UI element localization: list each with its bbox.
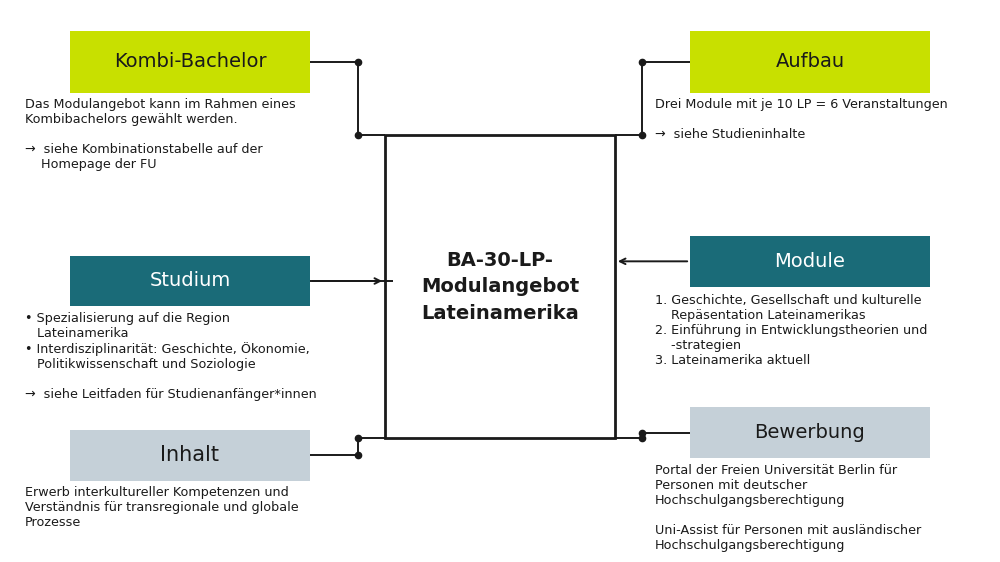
Bar	[690, 31, 930, 93]
Text: Kombi-Bachelor: Kombi-Bachelor	[114, 52, 266, 71]
Text: Bewerbung: Bewerbung	[755, 423, 865, 442]
Bar	[70, 256, 310, 306]
Text: Module: Module	[775, 252, 845, 271]
Text: Inhalt: Inhalt	[160, 445, 220, 465]
Bar	[690, 236, 930, 287]
Text: Studium: Studium	[149, 271, 231, 291]
Text: • Spezialisierung auf die Region
   Lateinamerika
• Interdisziplinarität: Geschi: • Spezialisierung auf die Region Lateina…	[25, 312, 317, 401]
Bar	[70, 430, 310, 481]
Text: Portal der Freien Universität Berlin für
Personen mit deutscher
Hochschulgangsbe: Portal der Freien Universität Berlin für…	[655, 464, 921, 552]
Bar	[70, 31, 310, 93]
Text: 1. Geschichte, Gesellschaft und kulturelle
    Repäsentation Lateinamerikas
2. E: 1. Geschichte, Gesellschaft und kulturel…	[655, 294, 927, 367]
Text: Erwerb interkultureller Kompetenzen und
Verständnis für transregionale und globa: Erwerb interkultureller Kompetenzen und …	[25, 486, 299, 529]
Text: Drei Module mit je 10 LP = 6 Veranstaltungen

→  siehe Studieninhalte: Drei Module mit je 10 LP = 6 Veranstaltu…	[655, 98, 948, 142]
Text: Das Modulangebot kann im Rahmen eines
Kombibachelors gewählt werden.

→  siehe K: Das Modulangebot kann im Rahmen eines Ko…	[25, 98, 296, 171]
Text: BA-30-LP-
Modulangebot
Lateinamerika: BA-30-LP- Modulangebot Lateinamerika	[421, 251, 579, 323]
Text: Aufbau: Aufbau	[775, 52, 845, 71]
Bar	[385, 135, 615, 438]
Bar	[690, 407, 930, 458]
